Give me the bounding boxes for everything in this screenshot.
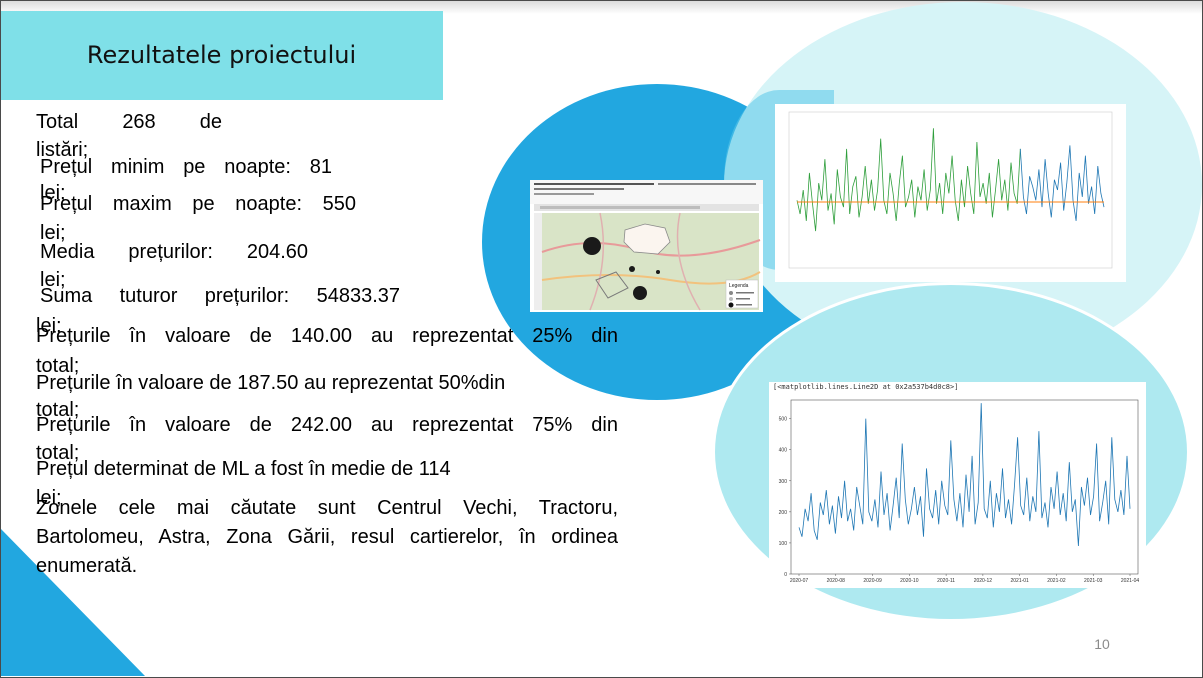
stat-word: maxim [112,193,172,215]
chart-2-x-tick-label: 2020-11 [937,578,955,584]
stat-max-price: Prețul maxim pe noapte: 550 [40,192,356,216]
chart-2-svg: 0 100 200 300 400 500 2020-07 2020-08 2020-09 202… [779,399,1140,584]
chart-2-x-tick-label: 2021-01 [1010,578,1029,584]
stat-word: noapte: [224,156,291,178]
chart-1-plot-area [788,111,1113,269]
stat-word: noapte: [235,193,302,215]
stat-word: pe [183,156,206,178]
stat-word: Media [40,241,95,263]
stat-min-tail: lei; [40,182,66,204]
stat-total-listings: Total 268 de [36,110,222,134]
map-screenshot: Legenda [530,180,763,312]
stat-word: 204.60 [246,241,309,263]
stat-sum-prices: Suma tuturor prețurilor: 54833.37 [40,284,400,308]
chart-price-lines-top [775,104,1126,282]
stat-quartile-75: Prețurile în valoare de 242.00 au reprez… [36,414,618,436]
chart-2-y-tick-label: 100 [779,541,788,547]
chart-2-y-tick-label: 500 [779,417,788,423]
stat-quartile-50-tail: total; [36,399,80,421]
stat-quartile-25-tail: total; [36,355,80,377]
stat-word: prețurilor: [128,241,213,263]
stat-word: Suma [40,285,93,307]
stat-average-price: Media prețurilor: 204.60 [40,240,308,264]
chart-2-x-tick-label: 2021-02 [1047,578,1066,584]
chart-2-y-tick-label: 200 [779,510,788,516]
stat-ml-price: Prețul determinat de ML a fost în medie … [36,458,451,480]
chart-2-series-line [798,403,1131,547]
stat-quartile-25: Prețurile în valoare de 140.00 au reprez… [36,325,618,347]
stat-quartile-75-tail: total; [36,442,80,464]
stat-word: pe [192,193,215,215]
stat-average-tail: lei; [40,269,66,291]
stat-word: tuturor [119,285,178,307]
slide-title: Rezultatele proiectului [86,41,357,69]
chart-1-series-blue [1019,145,1105,221]
stat-word: 268 [122,111,156,133]
chart-2-x-tick-label: 2021-04 [1121,578,1140,584]
chart-1-svg [788,111,1113,269]
chart-2-y-tick-label: 400 [779,448,788,454]
stat-max-tail: lei; [40,222,66,244]
stat-popular-zones: Zonele cele mai căutate sunt Centrul Vec… [36,497,618,577]
stat-word: 54833.37 [316,285,400,307]
stat-word: Total [36,111,79,133]
stat-word: Prețul [40,156,93,178]
stat-word: 550 [322,193,356,215]
map-image: Legenda [530,180,763,311]
stat-word: de [199,111,222,133]
stat-total-tail: listări; [36,139,89,161]
page-number: 10 [1094,636,1110,652]
stat-sum-tail: lei; [36,315,62,337]
stat-min-price: Prețul minim pe noapte: 81 [40,155,332,179]
decorative-corner-triangle [0,528,145,676]
chart-2-x-tick-label: 2021-03 [1084,578,1103,584]
map-legend-title: Legenda [729,283,749,289]
chart-2-x-tick-label: 2020-08 [827,578,846,584]
stat-ml-tail: lei; [36,487,62,509]
chart-2-x-tick-label: 2020-12 [974,578,993,584]
stat-word: Prețul [40,193,93,215]
chart-2-y-tick-label: 300 [779,479,788,485]
chart-2-output-label: [<matplotlib.lines.Line2D at 0x2a537b4d0… [773,383,959,391]
stat-word: 81 [309,156,333,178]
chart-2-x-tick-label: 2020-07 [790,578,809,584]
chart-2-plot-area [790,399,1139,575]
chart-2-x-tick-label: 2020-09 [863,578,882,584]
chart-2-y-tick-label: 0 [784,572,787,578]
stat-word: minim [111,156,165,178]
stat-quartile-50: Prețurile în valoare de 187.50 au reprez… [36,372,506,394]
chart-price-timeseries: [<matplotlib.lines.Line2D at 0x2a537b4d0… [769,382,1146,588]
stat-word: prețurilor: [204,285,290,307]
chart-2-x-tick-label: 2020-10 [900,578,919,584]
title-banner: Rezultatele proiectului [0,11,443,100]
chart-1-series-green [796,128,1021,232]
